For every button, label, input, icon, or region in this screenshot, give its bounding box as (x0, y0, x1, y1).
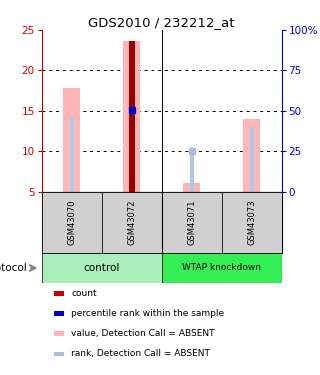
Bar (102, 192, 162, 253)
Bar (63, 88, 80, 192)
Bar (54, 352, 64, 356)
Text: count: count (71, 289, 97, 298)
Bar (189, 152, 194, 192)
Bar (54, 291, 64, 296)
Bar (130, 110, 134, 192)
Text: GSM43070: GSM43070 (67, 200, 76, 245)
Bar (250, 127, 254, 192)
Bar (162, 192, 222, 253)
Bar (183, 183, 200, 192)
Bar (54, 311, 64, 316)
Text: GSM43073: GSM43073 (247, 200, 256, 245)
Text: percentile rank within the sample: percentile rank within the sample (71, 309, 225, 318)
Bar (162, 253, 282, 283)
Bar (222, 192, 282, 253)
Bar (54, 332, 64, 336)
Bar (69, 117, 74, 192)
Text: value, Detection Call = ABSENT: value, Detection Call = ABSENT (71, 329, 215, 338)
Text: GSM43071: GSM43071 (187, 200, 196, 245)
Text: GSM43072: GSM43072 (127, 200, 136, 245)
Text: control: control (84, 263, 120, 273)
Title: GDS2010 / 232212_at: GDS2010 / 232212_at (88, 16, 235, 29)
Text: rank, Detection Call = ABSENT: rank, Detection Call = ABSENT (71, 350, 210, 358)
Bar (42, 192, 102, 253)
Bar (123, 40, 140, 192)
Bar (129, 40, 135, 192)
Bar (42, 253, 162, 283)
Bar (243, 119, 260, 192)
Text: WTAP knockdown: WTAP knockdown (182, 263, 261, 272)
Text: protocol: protocol (0, 263, 27, 273)
